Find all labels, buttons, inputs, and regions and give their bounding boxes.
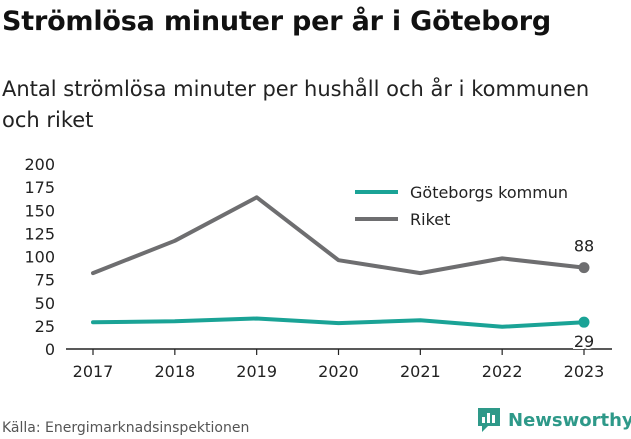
- y-tick-label: 25: [35, 317, 55, 336]
- end-marker: [578, 316, 590, 328]
- y-axis: 0 25 50 75 100 125 150 175 200: [24, 155, 55, 359]
- x-axis: 2017 2018 2019 2020 2021 2022 2023: [66, 348, 612, 381]
- legend-label: Riket: [410, 210, 450, 229]
- source-note: Källa: Energimarknadsinspektionen: [2, 420, 250, 436]
- chart-subtitle: Antal strömlösa minuter per hushåll och …: [2, 77, 590, 132]
- end-markers: 29 88: [572, 235, 596, 354]
- x-tick-label: 2023: [564, 362, 605, 381]
- legend-background: [348, 174, 596, 238]
- series-line: [91, 316, 586, 329]
- x-tick-label: 2019: [236, 362, 277, 381]
- brand-name: Newsworthy: [508, 409, 631, 431]
- y-tick-label: 200: [24, 155, 55, 174]
- series-line: [91, 195, 586, 276]
- x-tick-label: 2020: [318, 362, 359, 381]
- y-tick-label: 125: [24, 224, 55, 243]
- y-tick-label: 50: [35, 294, 55, 313]
- x-tick-label: 2021: [400, 362, 441, 381]
- legend-label: Göteborgs kommun: [410, 183, 568, 202]
- y-tick-label: 150: [24, 201, 55, 220]
- y-tick-label: 100: [24, 248, 55, 267]
- y-tick-label: 175: [24, 178, 55, 197]
- series-lines: [91, 195, 586, 329]
- x-tick-label: 2022: [482, 362, 523, 381]
- y-tick-label: 75: [35, 271, 55, 290]
- x-tick-label: 2018: [154, 362, 195, 381]
- x-tick-label: 2017: [73, 362, 114, 381]
- end-value-label: 29: [574, 332, 594, 351]
- y-tick-label: 0: [45, 340, 55, 359]
- end-marker: [578, 262, 590, 274]
- end-value-label: 88: [574, 237, 594, 256]
- chart-title: Strömlösa minuter per år i Göteborg: [2, 6, 552, 37]
- legend: Göteborgs kommun Riket: [348, 174, 596, 238]
- newsworthy-logo-icon: [478, 408, 500, 432]
- brand-logo: Newsworthy: [476, 406, 631, 434]
